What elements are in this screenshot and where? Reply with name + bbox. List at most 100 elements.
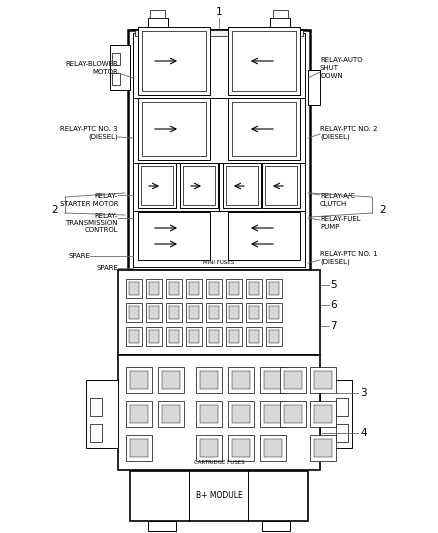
Text: MINI FUSES: MINI FUSES xyxy=(203,260,235,265)
Bar xyxy=(266,279,282,298)
Bar xyxy=(232,371,250,389)
Bar xyxy=(246,327,262,346)
Bar xyxy=(166,303,182,322)
Bar xyxy=(314,439,332,457)
Bar xyxy=(196,401,222,427)
Text: RELAY-PTC NO. 3
(DIESEL): RELAY-PTC NO. 3 (DIESEL) xyxy=(60,126,118,140)
Bar xyxy=(232,31,296,91)
Bar xyxy=(146,279,162,298)
Bar xyxy=(336,398,348,416)
Bar xyxy=(284,405,302,423)
Text: RELAY-FUEL
PUMP: RELAY-FUEL PUMP xyxy=(320,216,360,230)
Bar xyxy=(249,282,259,295)
Bar xyxy=(169,330,179,343)
Bar xyxy=(189,330,199,343)
Bar xyxy=(265,166,297,205)
Text: RELAY-PTC NO. 1
(DIESEL): RELAY-PTC NO. 1 (DIESEL) xyxy=(320,251,378,265)
Bar xyxy=(269,330,279,343)
Bar xyxy=(112,53,120,65)
Bar xyxy=(260,435,286,461)
Bar xyxy=(189,282,199,295)
Bar xyxy=(232,439,250,457)
Bar xyxy=(228,401,254,427)
Bar xyxy=(148,18,168,30)
Text: 6: 6 xyxy=(330,300,337,310)
Bar xyxy=(226,303,242,322)
Text: RELAY-
TRANSMISSION
CONTROL: RELAY- TRANSMISSION CONTROL xyxy=(66,213,118,233)
Bar xyxy=(228,27,300,95)
Bar xyxy=(206,327,222,346)
Bar xyxy=(142,31,206,91)
Bar xyxy=(180,163,218,208)
Bar xyxy=(200,439,218,457)
Bar xyxy=(320,380,352,448)
Bar xyxy=(206,279,222,298)
Bar xyxy=(232,102,296,156)
Text: CARTRIDGE FUSES: CARTRIDGE FUSES xyxy=(194,460,244,465)
Bar xyxy=(129,306,139,319)
Bar xyxy=(246,303,262,322)
Bar xyxy=(128,30,310,270)
Bar xyxy=(126,303,142,322)
Bar xyxy=(118,270,320,355)
Bar xyxy=(146,327,162,346)
Bar xyxy=(228,212,300,260)
Bar xyxy=(130,371,148,389)
Bar xyxy=(126,279,142,298)
Bar xyxy=(166,327,182,346)
Bar xyxy=(186,303,202,322)
Bar xyxy=(162,405,180,423)
Bar xyxy=(209,330,219,343)
Bar xyxy=(249,330,259,343)
Bar xyxy=(186,279,202,298)
Bar xyxy=(269,282,279,295)
Bar xyxy=(226,166,258,205)
Text: RELAY-PTC NO. 2
(DIESEL): RELAY-PTC NO. 2 (DIESEL) xyxy=(320,126,378,140)
Bar xyxy=(142,102,206,156)
Bar xyxy=(226,327,242,346)
Text: 5: 5 xyxy=(330,280,337,290)
Bar xyxy=(249,306,259,319)
Bar xyxy=(223,163,261,208)
Bar xyxy=(229,282,239,295)
Text: 2: 2 xyxy=(380,205,386,215)
Bar xyxy=(166,279,182,298)
Bar xyxy=(262,521,290,531)
Bar xyxy=(90,398,102,416)
Bar xyxy=(310,401,336,427)
Bar xyxy=(135,30,303,36)
Bar xyxy=(133,33,305,267)
Bar xyxy=(280,367,306,393)
Bar xyxy=(129,282,139,295)
Bar xyxy=(200,405,218,423)
Bar xyxy=(186,327,202,346)
Bar xyxy=(130,405,148,423)
Bar xyxy=(264,371,282,389)
Bar xyxy=(336,424,348,442)
Bar xyxy=(149,306,159,319)
Bar xyxy=(196,435,222,461)
Bar xyxy=(129,330,139,343)
Text: B+ MODULE: B+ MODULE xyxy=(196,491,242,500)
Bar xyxy=(262,163,300,208)
Text: RELAY-BLOWER
MOTOR: RELAY-BLOWER MOTOR xyxy=(65,61,118,75)
Text: SPARE: SPARE xyxy=(96,265,118,271)
Bar xyxy=(148,521,176,531)
Bar xyxy=(138,98,210,160)
Bar xyxy=(189,306,199,319)
Bar xyxy=(126,367,152,393)
Bar xyxy=(110,45,130,90)
Bar xyxy=(150,10,165,18)
Bar xyxy=(310,435,336,461)
Bar xyxy=(228,367,254,393)
Bar xyxy=(126,327,142,346)
Bar xyxy=(228,98,300,160)
Bar xyxy=(209,306,219,319)
Text: SPARE: SPARE xyxy=(68,253,90,259)
Bar xyxy=(130,439,148,457)
Bar xyxy=(308,70,320,105)
Bar xyxy=(126,435,152,461)
Bar xyxy=(86,380,118,448)
Bar xyxy=(269,306,279,319)
Bar xyxy=(246,279,262,298)
